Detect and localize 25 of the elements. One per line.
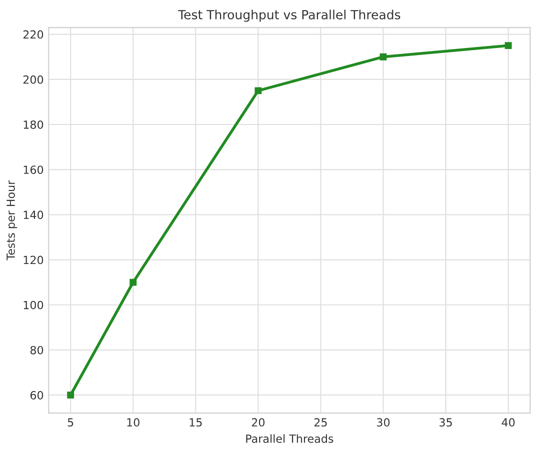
y-tick-label: 120: [24, 256, 44, 264]
x-tick-label: 10: [127, 418, 140, 427]
y-tick-label: 140: [24, 210, 44, 220]
point: [254, 87, 262, 94]
chart-title: Test Throughput vs Parallel Threads: [178, 10, 400, 22]
point: [504, 42, 512, 50]
y-tick-label: 200: [23, 75, 44, 84]
point: [67, 392, 74, 399]
y-tick-label: 100: [24, 300, 44, 310]
y-tick-label: 80: [30, 346, 44, 354]
y-tick-label: 180: [24, 120, 44, 129]
y-axis-title: Tests per Hour: [6, 180, 18, 260]
point: [380, 53, 387, 60]
x-tick-label: 30: [377, 418, 390, 427]
x-tick-label: 15: [190, 418, 202, 427]
x-tick-label: 25: [314, 418, 327, 427]
point: [130, 278, 137, 286]
x-tick-label: 35: [440, 418, 452, 427]
x-axis-title: Parallel Threads: [246, 434, 334, 443]
y-tick-label: 60: [30, 391, 44, 400]
x-tick-label: 40: [502, 418, 515, 427]
y-tick-label: 160: [24, 166, 44, 174]
x-tick-label: 5: [68, 418, 74, 427]
y-tick-label: 220: [23, 30, 44, 39]
x-tick-label: 20: [252, 418, 264, 427]
